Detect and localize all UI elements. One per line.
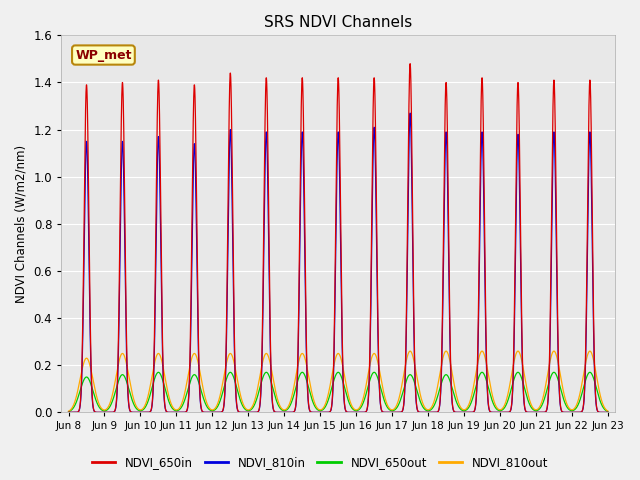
Legend: NDVI_650in, NDVI_810in, NDVI_650out, NDVI_810out: NDVI_650in, NDVI_810in, NDVI_650out, NDV… (87, 452, 553, 474)
Y-axis label: NDVI Channels (W/m2/nm): NDVI Channels (W/m2/nm) (15, 145, 28, 303)
Text: WP_met: WP_met (75, 48, 132, 61)
Title: SRS NDVI Channels: SRS NDVI Channels (264, 15, 412, 30)
